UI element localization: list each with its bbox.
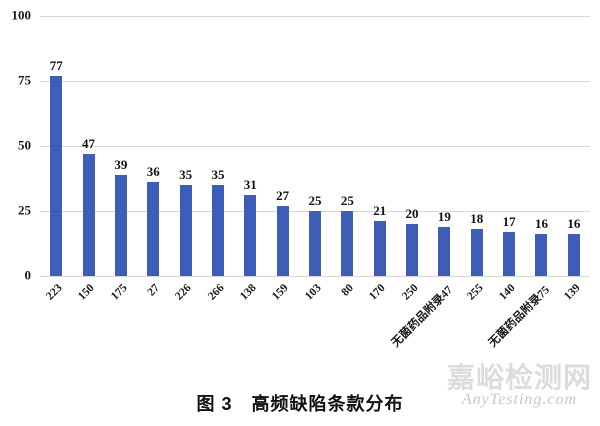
- y-tick-label: 25: [18, 202, 31, 218]
- bar: [438, 226, 451, 276]
- bar: [276, 205, 289, 276]
- x-tick-label: 103: [302, 282, 324, 303]
- watermark-site-name: 嘉峪检测网: [446, 362, 592, 393]
- bar: [147, 182, 160, 276]
- plot-area: 0 25 50 75 100 77 223 47 150 39 175 36 27 35 226 35 266 3…: [12, 8, 590, 350]
- bar: [567, 234, 580, 276]
- x-tick-label: 27: [145, 282, 162, 299]
- bar-value-label: 17: [502, 213, 516, 229]
- watermark: 嘉峪检测网 AnyTesting.com: [447, 363, 592, 409]
- x-tick-label: 250: [399, 282, 421, 303]
- x-tick-label: 223: [43, 282, 65, 303]
- bar: [535, 234, 548, 276]
- bar-value-label: 77: [49, 57, 63, 73]
- bar-value-label: 19: [437, 208, 451, 224]
- bar: [373, 221, 386, 276]
- x-tick-label: 255: [464, 282, 486, 303]
- bar-value-label: 16: [534, 216, 548, 232]
- bar: [114, 174, 127, 276]
- x-tick-label: 139: [561, 282, 583, 303]
- x-tick-label: 159: [270, 282, 292, 303]
- bar-value-label: 25: [308, 193, 322, 208]
- bar-value-label: 31: [243, 177, 257, 193]
- y-tick-label: 75: [18, 72, 31, 88]
- bar: [211, 185, 224, 276]
- bar-value-label: 35: [211, 167, 225, 182]
- x-tick-label: 80: [339, 282, 356, 299]
- bar: [406, 224, 419, 276]
- bar-value-label: 36: [146, 164, 160, 180]
- bar-value-label: 35: [179, 167, 193, 182]
- bar: [470, 229, 483, 276]
- x-tick-label: 140: [496, 282, 518, 303]
- bar-value-label: 25: [340, 193, 354, 208]
- bar-value-label: 27: [276, 187, 290, 203]
- bar: [50, 75, 63, 276]
- x-tick-label: 150: [76, 282, 98, 303]
- x-tick-label: 175: [108, 282, 130, 303]
- bar-value-label: 47: [82, 135, 96, 151]
- bar: [179, 185, 192, 276]
- bar: [244, 195, 257, 276]
- bar: [503, 231, 516, 276]
- figure-caption: 图 3 高频缺陷条款分布: [196, 394, 404, 414]
- bar-value-label: 16: [567, 216, 581, 232]
- x-tick-label: 138: [238, 282, 259, 303]
- bar-value-label: 18: [470, 211, 484, 227]
- watermark-domain: AnyTesting.com: [461, 391, 578, 409]
- x-tick-label: 226: [173, 282, 195, 303]
- bar: [341, 211, 354, 276]
- y-tick-label: 100: [11, 7, 32, 23]
- y-tick-label: 50: [18, 137, 31, 153]
- y-tick-label: 0: [24, 267, 32, 283]
- gridline: [40, 145, 590, 147]
- x-tick-label: 170: [367, 282, 389, 303]
- gridline: [40, 80, 590, 82]
- gridline: [40, 275, 590, 277]
- bar: [82, 153, 95, 276]
- bar-value-label: 39: [114, 156, 128, 172]
- x-tick-label: 无菌药品附录47: [389, 284, 456, 350]
- bar-value-label: 20: [405, 206, 419, 221]
- x-tick-label: 无菌药品附录75: [486, 284, 553, 350]
- x-tick-label: 266: [205, 282, 227, 303]
- bar-value-label: 21: [373, 203, 387, 219]
- gridline: [40, 15, 590, 17]
- bar: [309, 211, 321, 276]
